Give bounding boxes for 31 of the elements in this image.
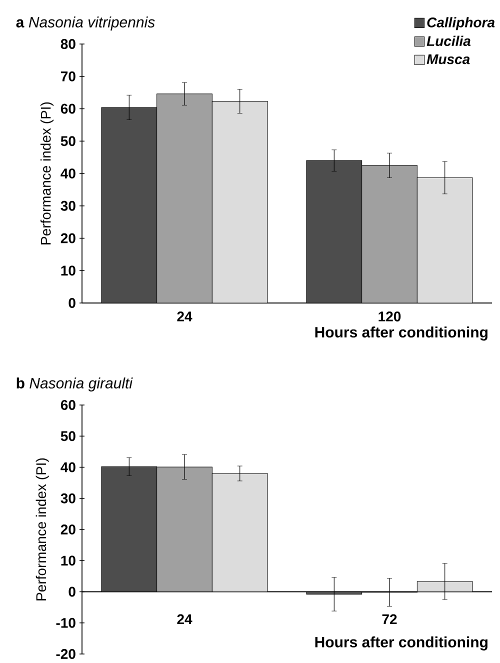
y-tick-label: -10 [56,618,76,628]
y-tick-label: 0 [68,298,76,308]
x-tick-label: 24 [177,614,192,624]
legend-label: Musca [426,54,470,64]
x-tick-label: 72 [382,614,397,624]
y-tick-label: 20 [60,233,76,244]
y-tick-label: 30 [60,493,76,504]
y-tick-label: 30 [60,200,76,211]
y-axis-title: Performance index (PI) [40,102,54,244]
y-tick-label: 60 [60,400,76,410]
x-tick-label: 120 [378,312,401,322]
y-tick-label: 80 [60,39,76,49]
x-axis-title: Hours after conditioning [315,326,488,341]
y-tick-label: -20 [56,649,76,659]
y-tick-label: 60 [60,104,76,114]
y-tick-label: 40 [60,168,76,178]
y-tick-label: 10 [61,266,76,276]
y-axis-title: Performance index (PI) [36,458,49,600]
y-tick-label: 20 [60,524,76,534]
y-tick-label: 0 [68,586,76,597]
legend-label: Calliphora [427,17,495,30]
y-tick-label: 70 [60,71,76,82]
legend-label: Lucilia [426,36,470,46]
x-axis-title: Hours after conditioning [315,636,488,650]
y-tick-label: 50 [60,136,76,146]
y-tick-label: 50 [60,431,76,442]
chart-title: b Nasonia giraulti [16,377,133,392]
x-tick-label: 24 [177,312,192,322]
chart-title: a Nasonia vitripennis [16,16,155,30]
y-tick-label: 40 [60,462,76,472]
y-tick-label: 10 [61,556,76,566]
